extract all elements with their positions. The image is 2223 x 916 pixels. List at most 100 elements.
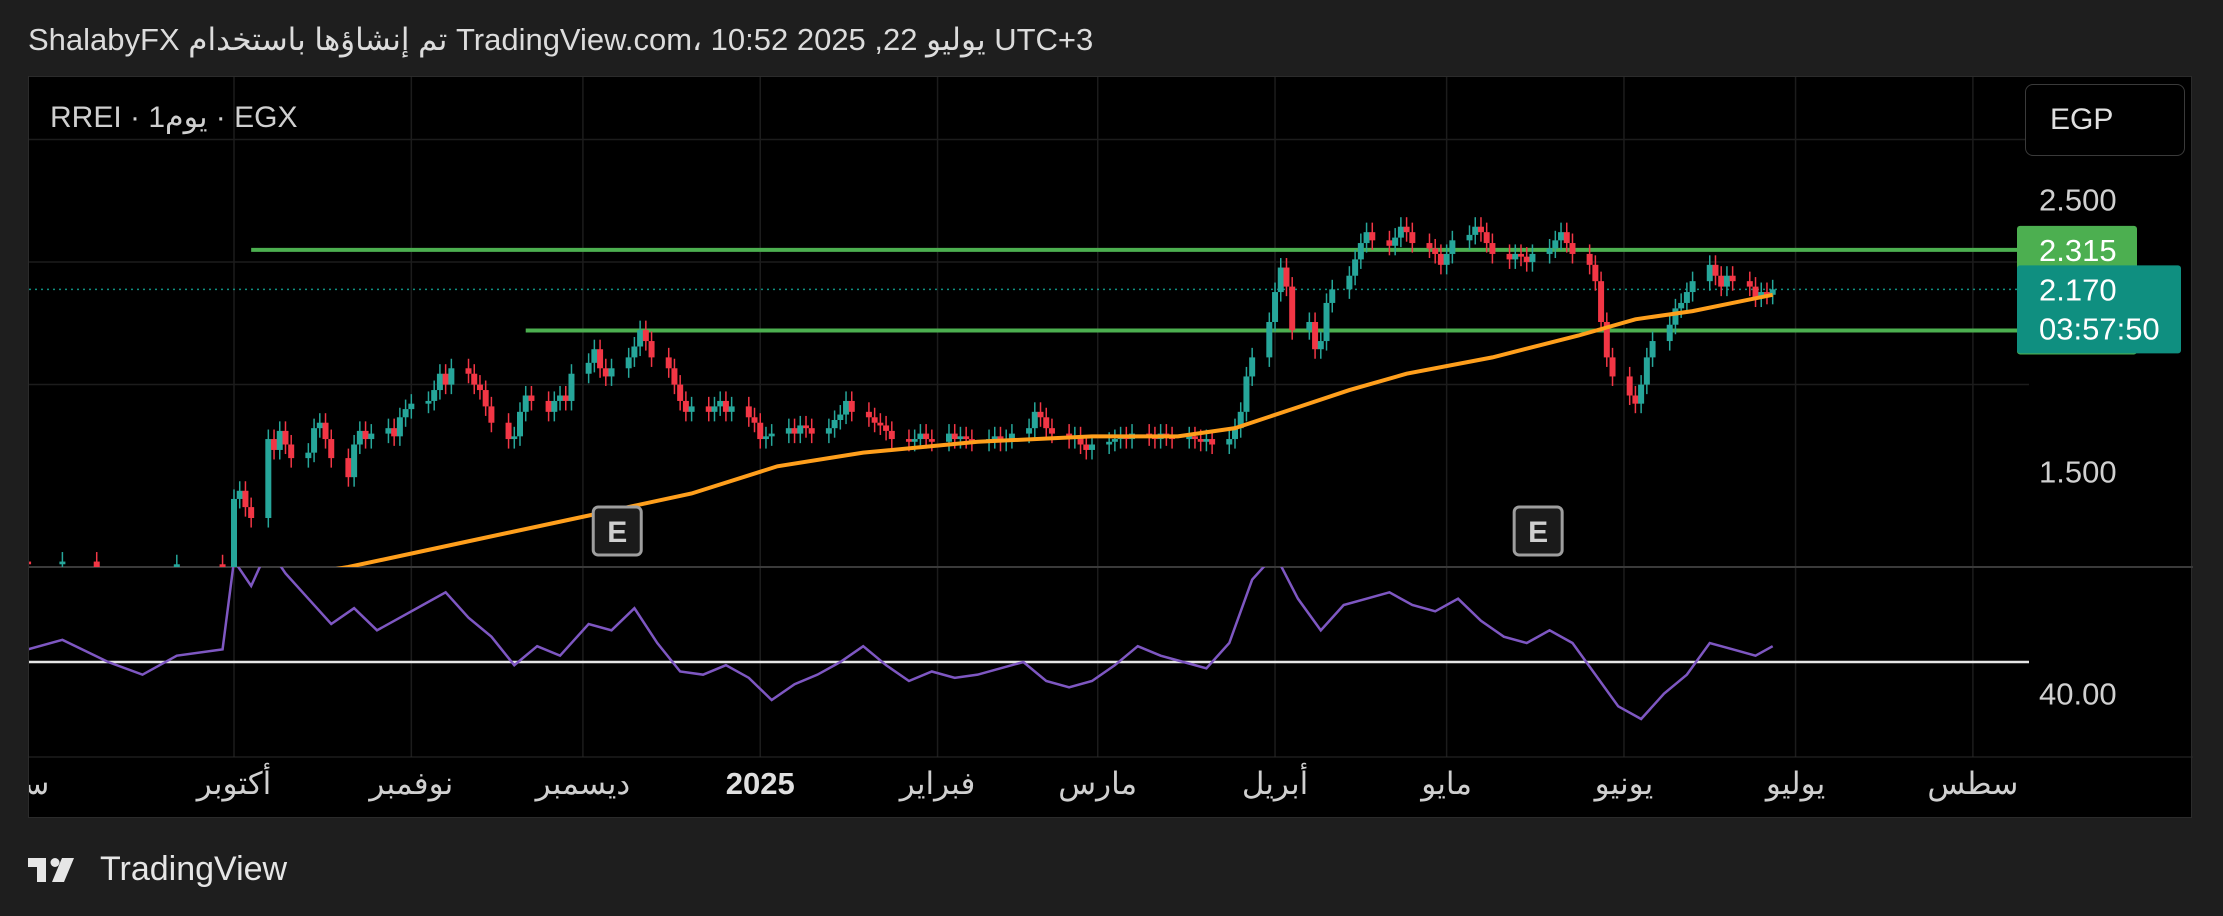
candle-body (1723, 275, 1730, 287)
candle-body (1249, 357, 1256, 377)
candle-body (1432, 248, 1439, 254)
candle-body (1272, 292, 1279, 322)
candle-body (711, 406, 718, 412)
candle-body (248, 507, 255, 518)
candle-body (1746, 281, 1753, 287)
candle-body (1277, 267, 1284, 293)
candle-body (1558, 232, 1565, 241)
candle-body (1712, 264, 1719, 276)
candle-body (385, 428, 392, 434)
candle-body (923, 433, 930, 440)
candle-body (1477, 226, 1484, 233)
symbol-label[interactable]: RREI · 1يوم · EGX (50, 101, 298, 134)
candle-body (1598, 281, 1605, 322)
rsi-pane (29, 567, 2029, 721)
candle-body (351, 444, 358, 478)
candle-body (991, 436, 998, 440)
candle-body (728, 406, 735, 412)
candle-body (29, 561, 32, 565)
candle-body (808, 428, 815, 434)
candle-body (1552, 240, 1559, 249)
candle-body (1352, 259, 1359, 276)
candle-body (1403, 226, 1410, 233)
candle-body (745, 406, 752, 418)
candle-body (1008, 433, 1015, 440)
candle-body (396, 417, 403, 437)
candle-body (1586, 253, 1593, 265)
candle-body (1283, 267, 1290, 287)
candle-body (1649, 341, 1656, 358)
candle-body (843, 400, 850, 415)
candle-body (1678, 302, 1685, 309)
candle-body (557, 395, 564, 401)
candle-body (946, 433, 952, 442)
candle-body (757, 422, 764, 440)
price-chart[interactable]: EE 2.5001.50040.002.3152.0192.17003:57:5… (29, 77, 2193, 819)
candle-body (682, 400, 689, 412)
level-tag-bg (2017, 225, 2137, 274)
candle-body (1506, 253, 1513, 260)
candle-body (1111, 439, 1118, 442)
candle-body (288, 444, 295, 459)
countdown-label: 03:57:50 (2039, 311, 2160, 346)
candle-body (865, 411, 872, 418)
candle-body (568, 373, 575, 401)
candle-body (591, 349, 598, 363)
candle-body (1758, 292, 1765, 298)
candle-body (1449, 240, 1456, 254)
time-tick-label: سبتم (29, 766, 49, 802)
candle-body (825, 428, 832, 434)
candle-body (1489, 243, 1496, 254)
candle-body (1357, 243, 1364, 260)
level-tag-label: 2.315 (2039, 233, 2117, 268)
candle-body (671, 368, 678, 385)
candle-body (1437, 253, 1444, 265)
candle-body (231, 498, 237, 567)
time-tick-label: فبراير (898, 766, 976, 802)
candle-body (219, 564, 226, 567)
candle-body (1386, 240, 1393, 246)
time-axis: سبتم أكتوبر نوفمبر ديسمبر 2025 فبراير مارس أبري… (29, 763, 2018, 802)
candle-body (1472, 226, 1479, 235)
candle-body (1089, 444, 1095, 450)
level-price-tag: 2.315 (2017, 225, 2137, 274)
candle-body (1523, 256, 1530, 263)
time-tick-label: مارس (1058, 766, 1137, 802)
candle-body (562, 395, 569, 401)
candle-body (305, 452, 312, 459)
chart-grid (29, 77, 2193, 758)
candle-body (1729, 275, 1736, 282)
tradingview-logo-icon (28, 857, 74, 882)
time-tick-label: ديسمبر (534, 766, 630, 802)
candlestick-series (29, 217, 1776, 567)
candle-body (1443, 253, 1450, 265)
candle-body (1037, 411, 1044, 418)
candle-body (1191, 436, 1198, 440)
candle-body (1632, 395, 1639, 404)
rsi-line (29, 567, 1774, 721)
candle-body (528, 395, 535, 401)
candle-body (963, 436, 970, 440)
time-tick-label: 2025 (726, 766, 795, 801)
candle-body (1518, 253, 1524, 257)
candle-body (425, 400, 432, 404)
candle-body (1243, 376, 1250, 412)
candle-body (1592, 264, 1599, 282)
candle-body (831, 420, 838, 429)
candle-body (677, 384, 684, 401)
time-tick-label: يوليو (1764, 766, 1825, 802)
last-price-tag: 2.170 03:57:50 (2017, 265, 2181, 354)
candle-body (803, 425, 809, 429)
earnings-marker: E (1512, 505, 1564, 557)
candle-body (1466, 234, 1473, 241)
candle-body (791, 428, 798, 434)
tradingview-brand[interactable]: TradingView (100, 850, 288, 888)
last-price-label: 2.170 (2039, 272, 2117, 307)
candle-body (705, 406, 712, 412)
candle-body (391, 428, 398, 437)
candle-body (1048, 428, 1055, 434)
chart-area[interactable]: EE 2.5001.50040.002.3152.0192.17003:57:5… (28, 76, 2193, 819)
currency-button[interactable]: EGP (2025, 84, 2185, 156)
candle-body (951, 433, 958, 440)
candle-body (1077, 436, 1084, 445)
